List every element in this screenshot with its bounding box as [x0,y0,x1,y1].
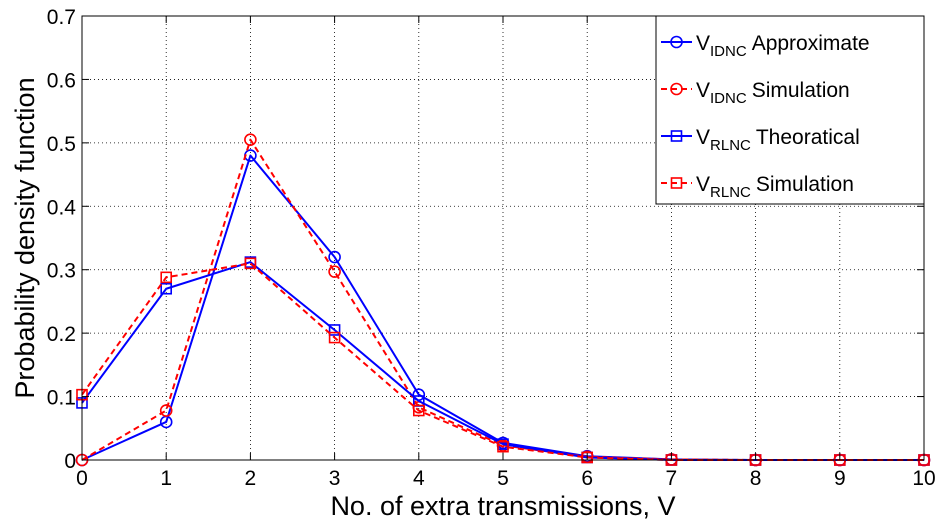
tick-labels: 0 1 2 3 4 5 6 7 8 9 10 0 0.1 0.2 0.3 0.4 0.5 0.6 0.7 [47,6,936,490]
data-point [160,271,172,284]
x-tick-label: 9 [834,467,846,490]
legend-entry: VRLNC Simulation [661,173,854,201]
data-point [497,440,509,453]
legend-marker [670,35,683,49]
legend-marker [670,177,683,189]
legend-label: VIDNC Simulation [696,79,850,107]
data-point [328,324,341,336]
x-tick-label: 0 [76,467,88,490]
data-point [328,331,341,344]
legend-entry: VRLNC Theoratical [661,126,860,154]
legend-marker [670,130,683,142]
legend-marker [670,82,683,96]
y-tick-label: 0.3 [47,260,76,283]
legend-label: VIDNC Approximate [696,32,870,60]
data-point [159,404,173,417]
y-tick-label: 0.7 [47,6,76,29]
data-point [244,257,257,270]
x-tick-label: 8 [750,467,762,490]
y-tick-label: 0.6 [47,69,76,92]
y-tick-label: 0 [64,450,76,473]
data-point [328,265,341,278]
x-tick-label: 2 [245,467,257,490]
x-tick-label: 7 [666,467,678,490]
x-tick-label: 6 [581,467,593,490]
y-tick-label: 0.5 [47,133,76,156]
x-tick-label: 1 [160,467,172,490]
grid [82,16,924,460]
legend-entry: VIDNC Simulation [661,79,850,107]
y-tick-label: 0.2 [47,323,76,346]
legend-box [655,15,925,205]
data-point [412,404,425,417]
data-point [244,133,257,146]
y-tick-label: 0.4 [47,196,77,219]
legend-entry: VIDNC Approximate [661,32,870,60]
data-point [581,451,594,464]
x-tick-label: 3 [329,467,341,490]
series-line [81,262,924,461]
x-tick-label: 5 [497,467,509,490]
legend: VIDNC Approximate VIDNC Simulation VRLNC Theo… [655,15,925,205]
y-tick-label: 0.1 [47,387,76,410]
x-axis-label: No. of extra transmissions, V [330,491,675,521]
x-tick-label: 10 [912,467,935,490]
x-tick-label: 4 [413,467,425,490]
data-point [328,250,341,264]
data-point [160,282,172,295]
y-axis-label: Probability density function [10,77,40,398]
legend-label: VRLNC Simulation [696,173,854,201]
legend-label: VRLNC Theoratical [696,126,860,154]
